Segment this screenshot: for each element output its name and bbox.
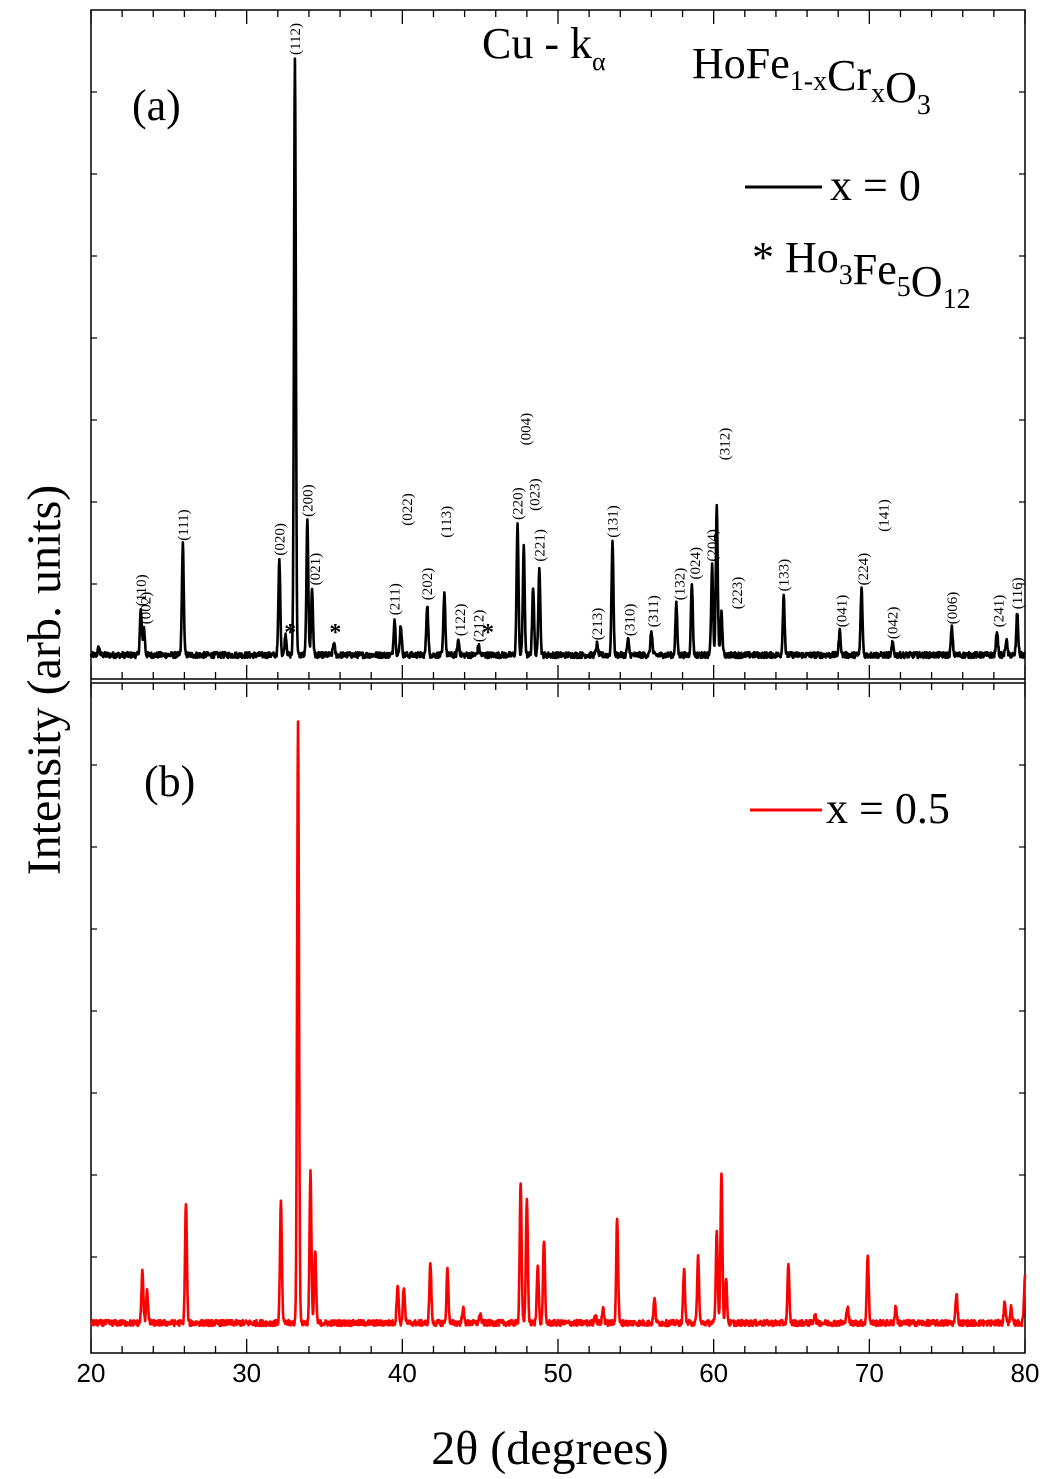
xrd-curve-x0	[89, 57, 1026, 660]
text-part: Cu - k	[482, 19, 592, 68]
impurity-star-marker: *	[482, 620, 494, 646]
peak-label: (212)	[472, 610, 488, 643]
plot-border	[90, 9, 1026, 1354]
subscript: x	[871, 78, 885, 109]
peak-label: (202)	[420, 568, 436, 601]
impurity-star-marker: *	[329, 620, 341, 646]
subscript: 1-x	[790, 66, 827, 97]
x-tick-label: 60	[699, 1358, 728, 1388]
compound-formula: HoFe1-xCrxO3	[692, 39, 931, 121]
peak-label: (122)	[453, 604, 469, 637]
text-part: O	[911, 257, 943, 306]
peak-label: (023)	[528, 478, 544, 511]
subscript: α	[592, 47, 606, 76]
peak-label: (113)	[439, 506, 455, 538]
peak-label: (110)	[134, 574, 150, 606]
peak-label: (004)	[518, 413, 534, 446]
x-tick-label: 70	[855, 1358, 884, 1388]
peak-label: (221)	[532, 529, 548, 562]
peak-label: (311)	[646, 595, 662, 627]
peak-label: (220)	[511, 487, 527, 520]
x-tick-label: 20	[77, 1358, 106, 1388]
subscript: 3	[839, 260, 853, 291]
legend-label-x0: x = 0	[830, 161, 921, 210]
curves	[89, 57, 1027, 1328]
peak-label: (112)	[288, 23, 304, 55]
peak-label: (223)	[730, 577, 746, 610]
peak-label: (204)	[705, 529, 721, 562]
subscript: 5	[897, 272, 911, 303]
text-part: Fe	[853, 245, 897, 294]
impurity-star-marker: *	[284, 620, 296, 646]
peak-label: (312)	[718, 428, 734, 461]
radiation-label: Cu - kα	[482, 19, 606, 76]
peak-label: (020)	[272, 523, 288, 556]
x-tick-label: 40	[388, 1358, 417, 1388]
axis-ticks	[90, 10, 1026, 1353]
y-axis-label: Intensity (arb. units)	[18, 485, 71, 876]
peak-label: (213)	[590, 608, 606, 641]
text-part: O	[885, 63, 917, 112]
peak-label: (131)	[606, 505, 622, 538]
plot-frame	[90, 9, 1026, 1354]
peak-label: (006)	[945, 592, 961, 625]
peak-label: (310)	[623, 604, 639, 637]
x-tick-label: 30	[232, 1358, 261, 1388]
peak-label: (111)	[176, 509, 192, 540]
peak-label: (141)	[876, 499, 892, 532]
peak-label: (022)	[400, 493, 416, 526]
x-tick-label: 50	[544, 1358, 573, 1388]
peak-label: (132)	[672, 568, 688, 601]
peak-label: (241)	[992, 595, 1008, 628]
x-tick-labels: 20 30 40 50 60 70 80	[77, 1358, 1040, 1388]
x-tick-label: 80	[1011, 1358, 1040, 1388]
peak-label: (041)	[834, 595, 850, 628]
peak-label: (224)	[856, 553, 872, 586]
subscript: 3	[917, 90, 931, 121]
xrd-curve-x05	[90, 720, 1027, 1328]
text-part: HoFe	[692, 39, 790, 88]
text-part: * Ho	[752, 233, 839, 282]
peak-label: (024)	[688, 547, 704, 580]
panel-label-b: (b)	[144, 757, 195, 806]
peak-label: (133)	[777, 559, 793, 592]
x-axis-label: 2θ (degrees)	[431, 1422, 669, 1475]
peak-label: (116)	[1010, 577, 1026, 609]
peak-label: (021)	[308, 553, 324, 586]
legend-impurity: * Ho3Fe5O12	[752, 233, 971, 315]
panel-label-a: (a)	[132, 81, 181, 130]
peak-labels: (110)(002) (111) (020) (112) (200) (021) (211)…	[134, 23, 1026, 642]
text-part: Cr	[827, 51, 871, 100]
peak-label: (211)	[388, 583, 404, 615]
subscript: 12	[943, 284, 971, 315]
peak-label: (042)	[886, 607, 902, 640]
peak-label: (002)	[139, 592, 155, 625]
peak-label: (200)	[300, 484, 316, 517]
legend-label-x05: x = 0.5	[826, 784, 950, 833]
